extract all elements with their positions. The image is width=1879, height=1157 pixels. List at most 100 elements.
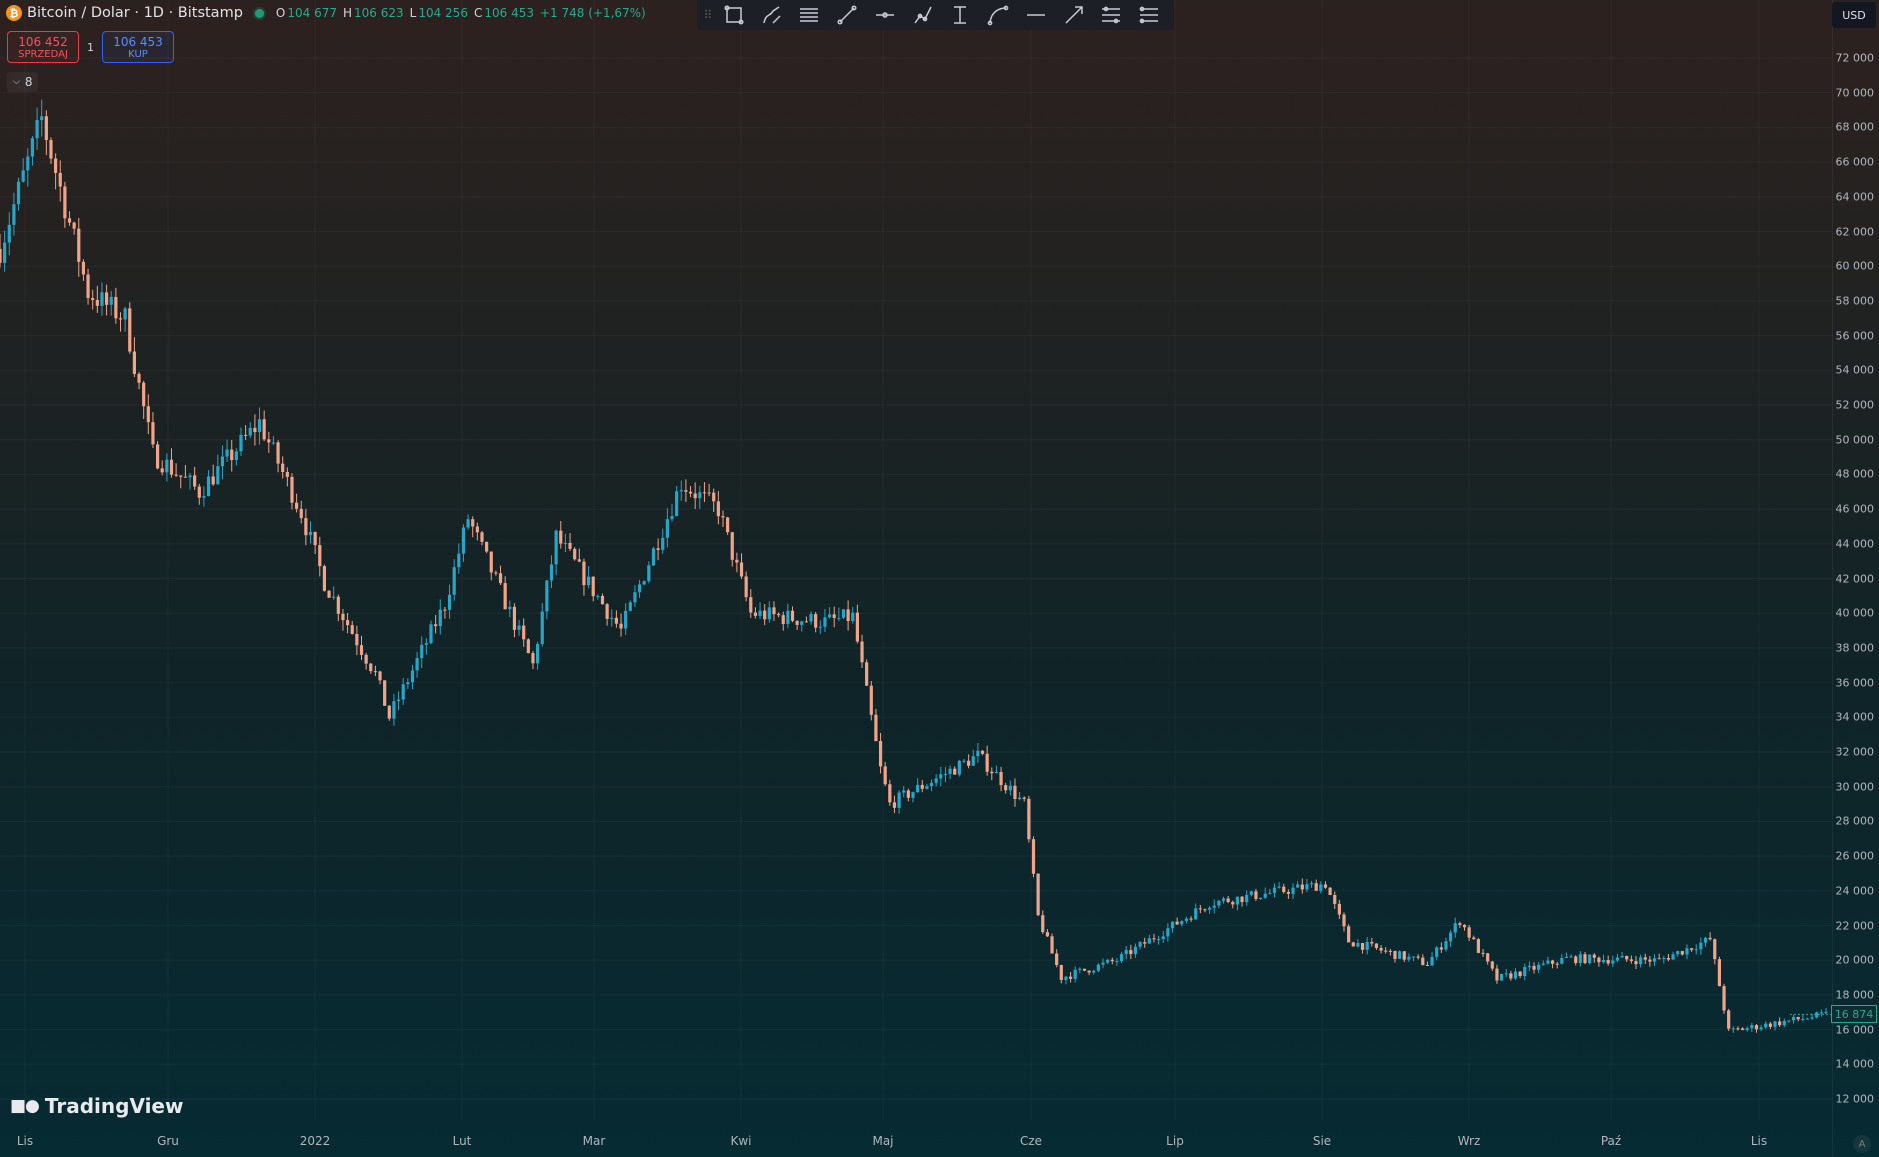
candle-up [1319,884,1323,891]
rectangle-tool-icon[interactable] [721,2,747,28]
buy-price: 106 453 [113,34,163,49]
bitcoin-icon: ₿ [6,5,22,21]
candle-up [1277,886,1281,888]
candle-down [735,559,739,563]
horizontal-line-icon[interactable] [1023,2,1049,28]
candle-up [234,451,238,461]
fib-retracement-icon[interactable] [796,2,822,28]
candle-up [1161,936,1165,940]
candle-up [916,784,920,793]
currency-button[interactable]: USD [1832,2,1876,28]
drag-handle-icon[interactable]: ⠿ [703,8,713,22]
candle-down [383,680,387,706]
candle-down [804,621,809,623]
drawing-toolbar: ⠿ [697,0,1174,30]
candle-down [832,614,836,618]
candle-down [1059,965,1063,981]
tradingview-logo[interactable]: ■● TradingView [10,1094,183,1118]
buy-button[interactable]: 106 453 KUP [102,31,174,63]
candle-down [1351,942,1355,947]
xabcd-pattern-icon[interactable] [910,2,936,28]
candle-up [424,643,428,645]
time-tick-label: Sie [1312,1134,1332,1148]
candle-down [1606,959,1610,964]
candle-up [563,542,568,544]
candle-down [1717,959,1722,987]
candle-up [994,771,999,774]
candle-down [739,562,744,577]
candle-up [809,614,813,622]
candle-up [1138,942,1142,947]
symbol-title[interactable]: Bitcoin / Dolar · 1D · Bitstamp [27,5,243,21]
sell-button[interactable]: 106 452 SPRZEDAJ [7,31,79,63]
candle-down [730,532,734,560]
candle-up [206,476,211,497]
candle-up [420,644,424,659]
candle-down [369,663,373,672]
candle-down [883,766,887,785]
candle-up [7,224,11,243]
candle-down [772,607,776,615]
candle-up [1180,921,1184,925]
time-tick-label: Lut [452,1134,472,1148]
candles [0,99,1832,1033]
candle-up [1101,962,1105,965]
horizontal-ray-icon[interactable] [872,2,898,28]
candle-up [401,684,405,700]
candle-down [63,186,67,219]
brush-tool-icon[interactable] [759,2,785,28]
candle-down [906,790,910,798]
time-axis[interactable]: Lis Gru 2022 Lut Mar Kwi Maj Cze Lip Sie Wrz Paź Lis [0,1120,1832,1157]
candle-down [155,444,160,469]
candle-up [447,594,452,610]
candle-up [410,670,415,683]
candle-down [1045,932,1050,937]
candle-down [118,318,123,320]
candle-down [846,609,850,622]
candle-up [540,611,544,644]
indicators-toggle-button[interactable]: ⌵ 8 [7,72,39,92]
time-tick-label: Gru [157,1134,179,1148]
candle-up [1782,1020,1786,1026]
candle-down [1643,957,1647,960]
candle-down [146,406,150,423]
tradingview-logo-icon: ■● [10,1096,40,1116]
candle-down [503,583,507,610]
candle-up [767,607,771,620]
auto-scale-button[interactable]: A [1853,1135,1871,1153]
candle-down [1082,968,1087,971]
candle-up [1365,941,1369,950]
trendline-icon[interactable] [834,2,860,28]
arrow-marker-icon[interactable] [1061,2,1087,28]
candle-up [1745,1028,1749,1031]
candle-down [54,158,58,173]
candle-down [1337,903,1341,915]
candle-down [1754,1025,1759,1030]
candle-up [1601,959,1606,963]
regression-trend-icon[interactable] [1136,2,1162,28]
candle-down [1666,957,1671,960]
open-key: O [275,6,286,20]
market-status-icon[interactable] [254,8,264,18]
price-axis[interactable]: 72 000 70 000 68 000 66 000 64 000 62 000 60 0… [1832,0,1879,1157]
candle-up [1564,956,1569,959]
candle-down [1036,873,1040,916]
candle-down [44,116,48,141]
candlestick-chart[interactable] [0,0,1832,1120]
candle-down [1740,1028,1745,1031]
price-range-icon[interactable] [947,2,973,28]
candle-up [943,773,948,775]
candle-down [1439,947,1443,950]
parallel-channel-icon[interactable] [1099,2,1125,28]
candle-down [1347,926,1351,943]
candle-up [1819,1012,1823,1014]
low-key: L [409,6,417,20]
candle-up [1810,1017,1814,1019]
price-tick-label: 46 000 [1835,502,1875,516]
candle-up [633,592,637,603]
candle-up [1787,1020,1791,1022]
candle-down [888,784,892,803]
price-tick-label: 18 000 [1835,988,1875,1002]
candle-down [1421,957,1425,966]
curve-tool-icon[interactable] [985,2,1011,28]
